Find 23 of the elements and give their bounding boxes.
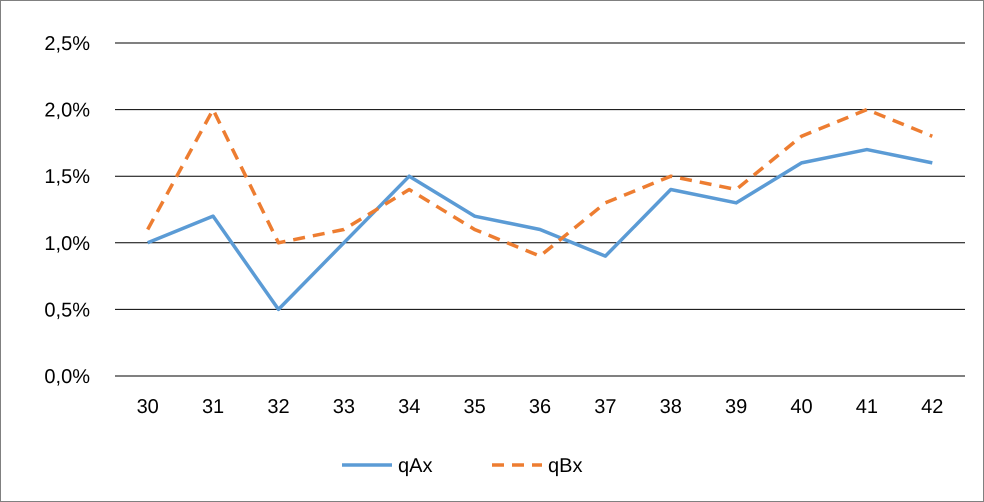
y-tick-label: 0,0%: [44, 366, 90, 388]
x-tick-label: 40: [790, 396, 813, 418]
legend-label: qBx: [548, 455, 582, 477]
y-tick-label: 1,5%: [44, 166, 90, 188]
line-series: [146, 148, 934, 312]
legend-label: qAx: [398, 455, 432, 477]
x-tick-label: 36: [528, 396, 552, 418]
y-tick-label: 0,5%: [44, 299, 90, 322]
y-tick-label: 2,0%: [44, 100, 90, 122]
x-tick-label: 34: [398, 396, 420, 418]
x-tick-label: 30: [136, 396, 159, 418]
x-tick-label: 33: [332, 396, 355, 418]
x-tick-label: 35: [463, 396, 486, 418]
x-tick-label: 41: [856, 396, 878, 418]
y-tick-label: 1,0%: [44, 232, 90, 255]
x-tick-label: 37: [594, 396, 617, 418]
x-tick-label: 31: [202, 396, 224, 418]
line-series: [146, 108, 934, 258]
x-tick-label: 42: [921, 396, 944, 418]
x-tick-label: 39: [725, 396, 748, 418]
y-tick-label: 2,5%: [44, 33, 90, 55]
x-tick-label: 38: [660, 396, 682, 418]
x-tick-label: 32: [267, 396, 290, 418]
